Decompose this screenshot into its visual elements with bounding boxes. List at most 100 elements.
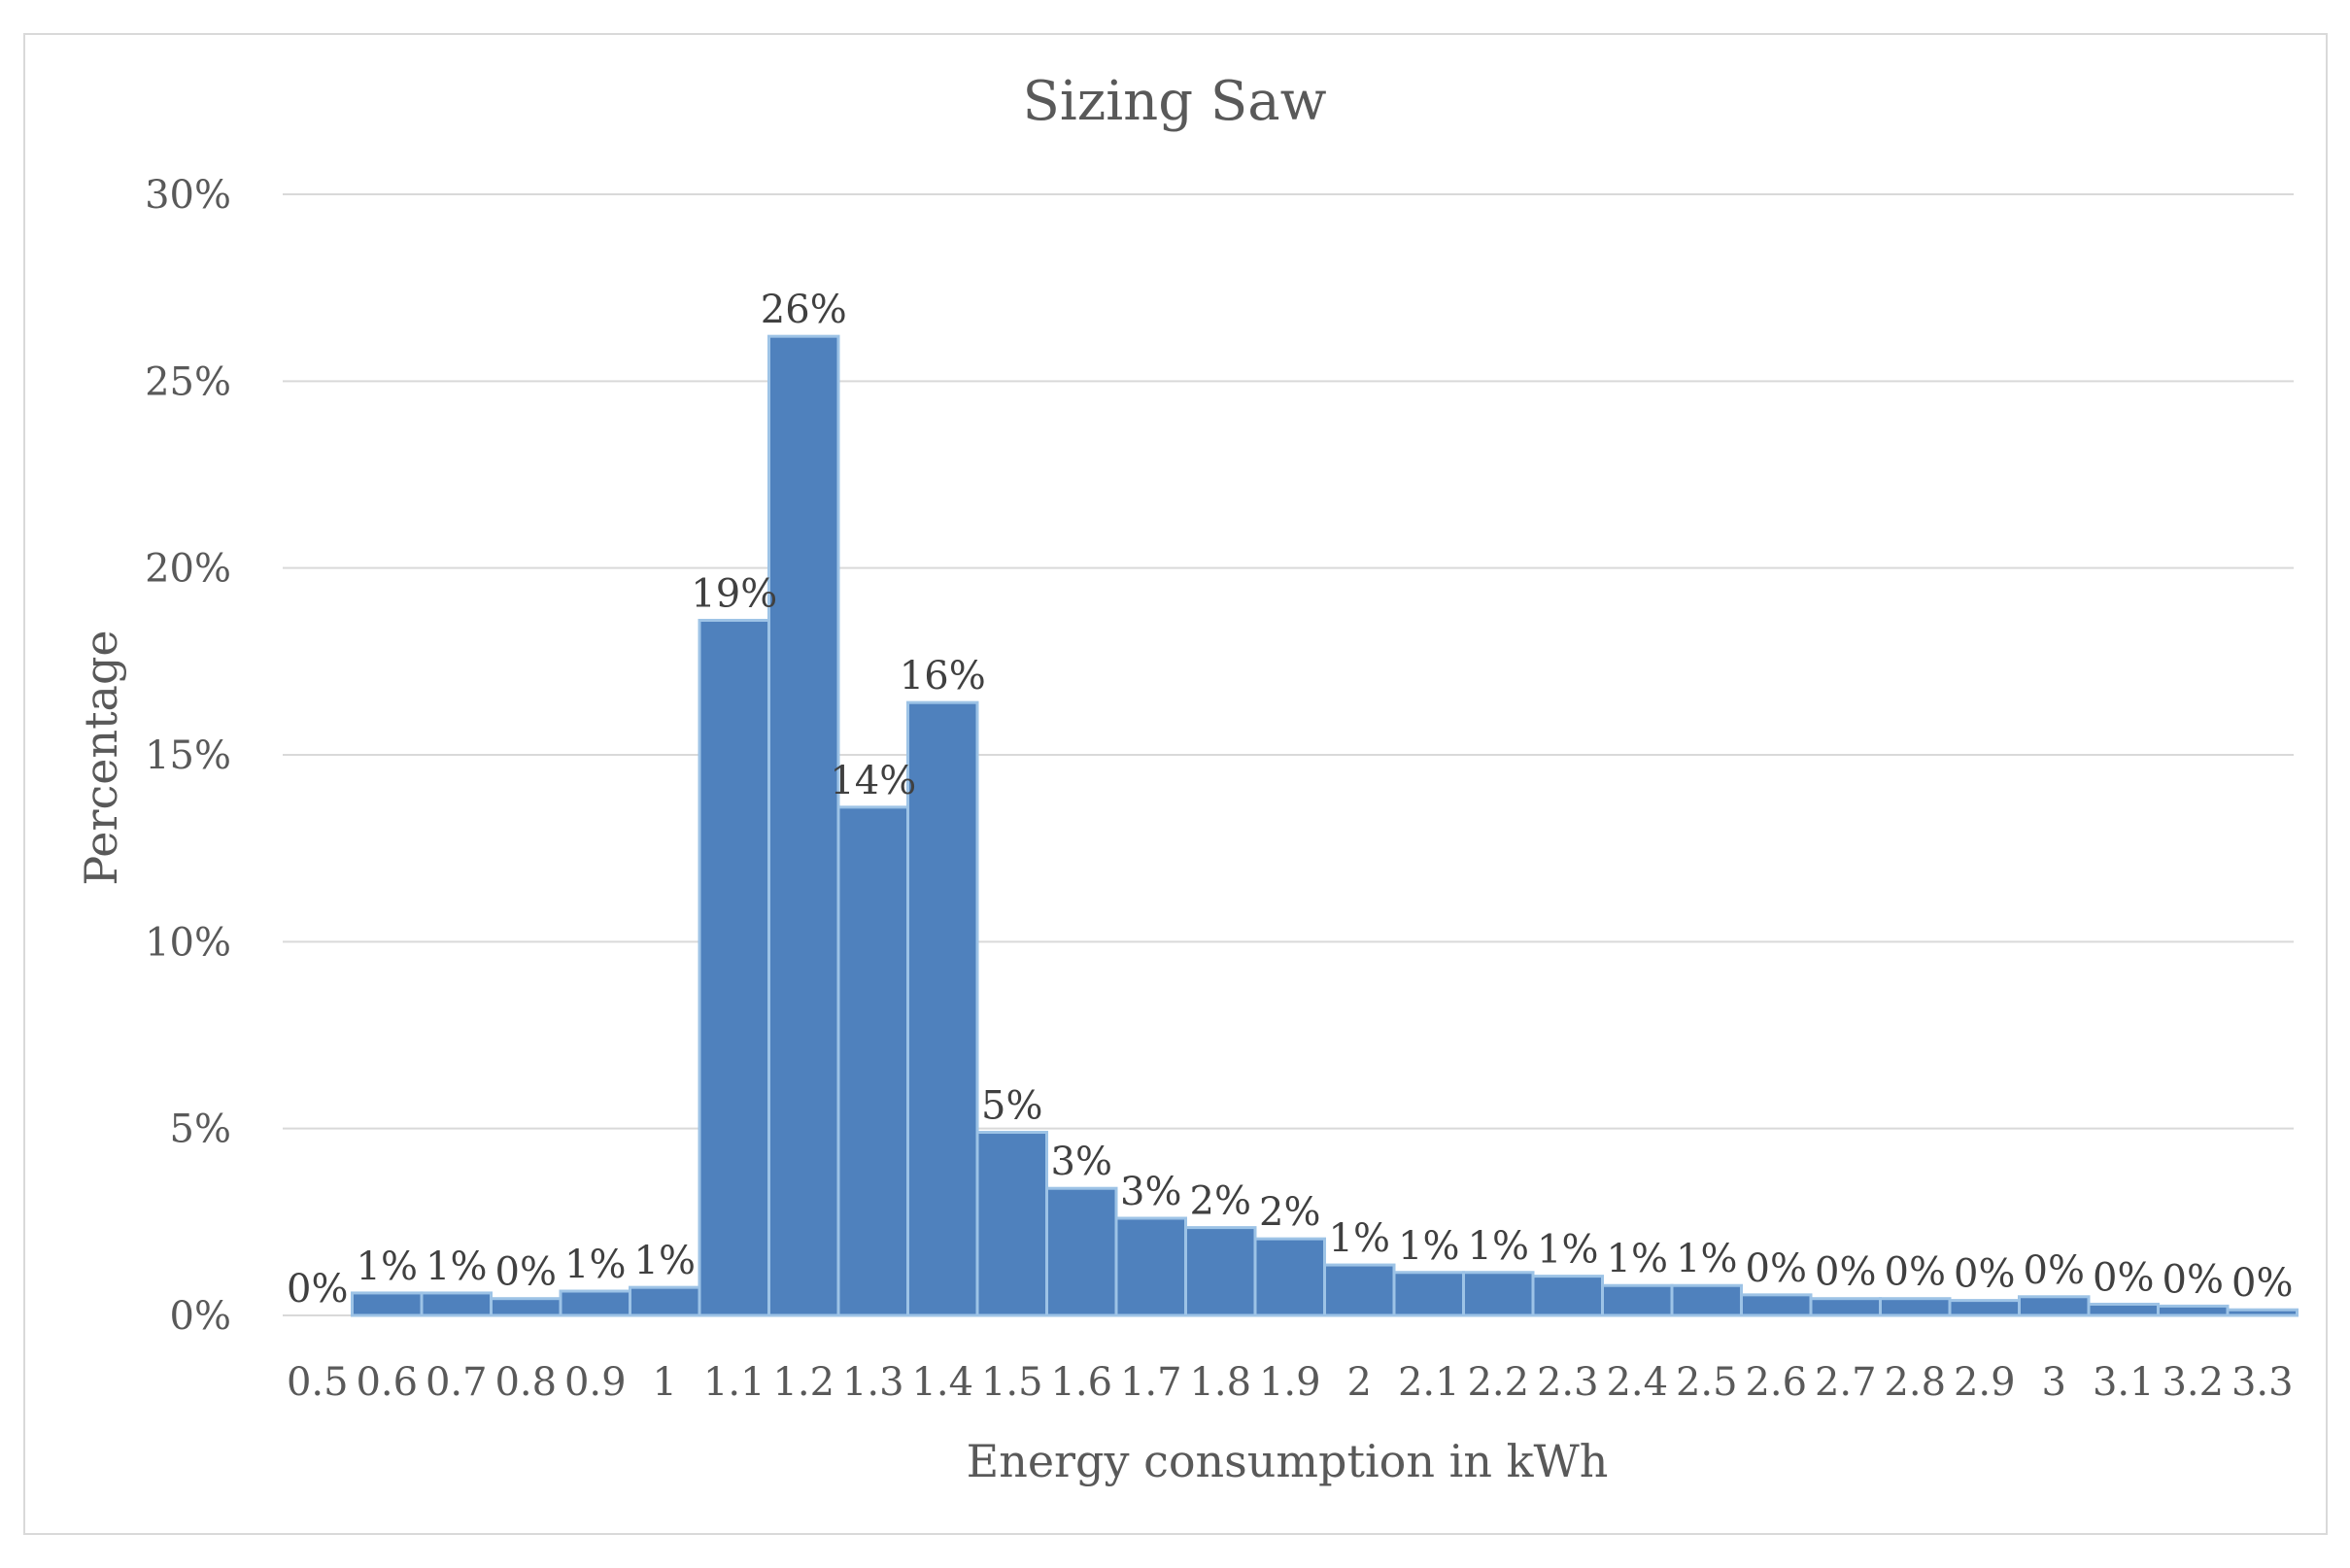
x-tick-label: 1.8 <box>1189 1360 1251 1405</box>
bar-data-label: 16% <box>900 654 986 699</box>
x-tick-label: 2 <box>1347 1360 1372 1405</box>
histogram-bar <box>1601 1283 1674 1317</box>
chart-title: Sizing Saw <box>1022 70 1326 133</box>
y-tick-label: 10% <box>145 920 231 965</box>
histogram-bar <box>906 700 979 1317</box>
bar-data-label: 19% <box>691 572 777 617</box>
bar-data-label: 1% <box>1329 1216 1390 1261</box>
x-tick-label: 1.9 <box>1259 1360 1321 1405</box>
histogram-bar <box>1045 1186 1118 1317</box>
gridlines <box>283 193 2294 1316</box>
x-tick-label: 2.1 <box>1398 1360 1460 1405</box>
histogram-bar <box>1809 1297 1882 1317</box>
x-tick-label: 0.5 <box>287 1360 349 1405</box>
histogram-bar <box>975 1131 1048 1317</box>
x-tick-label: 2.7 <box>1815 1360 1877 1405</box>
bar-data-label: 5% <box>981 1084 1042 1129</box>
histogram-bar <box>767 334 840 1317</box>
histogram-bar <box>2018 1295 2091 1317</box>
bar-data-label: 1% <box>1537 1228 1598 1273</box>
bars <box>351 334 2299 1317</box>
histogram-bar <box>836 805 909 1317</box>
bar-data-label: 0% <box>1815 1250 1876 1295</box>
histogram-bar <box>1323 1263 1396 1317</box>
x-tick-label: 1.4 <box>911 1360 973 1405</box>
histogram-bar <box>1253 1237 1326 1317</box>
x-tick-label: 0.7 <box>426 1360 488 1405</box>
histogram-bar <box>351 1291 424 1317</box>
x-tick-label: 2.9 <box>1954 1360 2016 1405</box>
histogram-bar <box>1531 1275 1604 1317</box>
x-tick-label: 2.3 <box>1537 1360 1599 1405</box>
x-tick-label: 3.2 <box>2162 1360 2224 1405</box>
y-axis-title: Percentage <box>75 630 127 885</box>
data-labels: 0%1% 1% 0% 1% 1%19%26%14%16%5%3%3% 2% 2%1% 1% 1%… <box>287 288 2293 1312</box>
histogram-bar <box>1114 1216 1187 1317</box>
histogram-bar <box>1462 1271 1535 1317</box>
x-tick-label: 1.5 <box>981 1360 1043 1405</box>
bar-data-label: 1% <box>1468 1224 1529 1269</box>
histogram-bar <box>1184 1226 1257 1317</box>
bar-data-label: 1% <box>634 1239 696 1283</box>
histogram-bar <box>1740 1293 1813 1317</box>
x-tick-label: 3.3 <box>2231 1360 2294 1405</box>
histogram-bar <box>1879 1297 1952 1317</box>
bar-data-label: 0% <box>2163 1257 2224 1302</box>
bar-data-label: 0% <box>1746 1246 1807 1291</box>
y-tick-label: 0% <box>170 1294 231 1339</box>
histogram-bar <box>1948 1299 2021 1317</box>
x-tick-labels: 0.5 0.6 0.7 0.8 0.9 1 1.1 1.2 1.3 1.4 1.5 1.6 1.7 1.8… <box>287 1360 2294 1405</box>
bar-data-label: 0% <box>2024 1248 2085 1293</box>
bar-data-label: 0% <box>2093 1255 2154 1300</box>
histogram-bar <box>420 1291 493 1317</box>
y-tick-label: 20% <box>145 547 231 592</box>
bar-data-label: 1% <box>1607 1237 1668 1281</box>
histogram-bar <box>2226 1308 2299 1317</box>
x-tick-label: 1.1 <box>703 1360 766 1405</box>
y-tick-label: 30% <box>145 173 231 218</box>
bar-data-label: 3% <box>1120 1170 1181 1214</box>
bar-data-label: 0% <box>495 1250 557 1295</box>
x-tick-label: 0.6 <box>356 1360 418 1405</box>
x-axis-title: Energy consumption in kWh <box>967 1435 1609 1487</box>
bar-data-label: 1% <box>1676 1237 1737 1281</box>
x-tick-label: 1.6 <box>1050 1360 1112 1405</box>
x-tick-label: 1.7 <box>1120 1360 1182 1405</box>
x-tick-label: 3 <box>2042 1360 2066 1405</box>
bar-data-label: 1% <box>1398 1224 1459 1269</box>
x-tick-label: 3.1 <box>2093 1360 2155 1405</box>
bar-data-label: 2% <box>1259 1190 1320 1235</box>
bar-data-label: 1% <box>564 1243 626 1287</box>
bar-data-label: 2% <box>1190 1179 1251 1224</box>
bar-data-label: 0% <box>2231 1261 2293 1306</box>
bar-data-label: 0% <box>1954 1252 2015 1297</box>
bar-data-label: 0% <box>1885 1250 1946 1295</box>
bar-data-label: 1% <box>357 1244 418 1289</box>
histogram-bar <box>1392 1271 1465 1317</box>
histogram-bar <box>559 1289 631 1317</box>
histogram-bar <box>1670 1283 1743 1317</box>
bar-data-label: 14% <box>830 759 916 803</box>
x-tick-label: 2.2 <box>1467 1360 1529 1405</box>
histogram-bar <box>629 1285 701 1317</box>
histogram-bar <box>2157 1304 2230 1317</box>
x-tick-label: 1.2 <box>772 1360 834 1405</box>
x-tick-label: 2.4 <box>1606 1360 1668 1405</box>
histogram-bar <box>2087 1302 2160 1317</box>
bar-data-label: 3% <box>1051 1140 1112 1184</box>
histogram-bar <box>698 619 770 1317</box>
x-tick-label: 2.8 <box>1884 1360 1946 1405</box>
y-tick-label: 5% <box>170 1108 231 1152</box>
x-tick-label: 1.3 <box>842 1360 904 1405</box>
bar-data-label: 0% <box>287 1267 348 1312</box>
x-tick-label: 2.5 <box>1676 1360 1738 1405</box>
x-tick-label: 1 <box>653 1360 677 1405</box>
bar-data-label: 26% <box>761 288 847 332</box>
y-tick-label: 15% <box>145 733 231 778</box>
histogram-bar <box>490 1297 562 1317</box>
x-tick-label: 2.6 <box>1745 1360 1807 1405</box>
y-tick-labels: 0% 5% 10% 15% 20% 25% 30% <box>145 173 231 1339</box>
x-tick-label: 0.8 <box>494 1360 557 1405</box>
y-tick-label: 25% <box>145 359 231 404</box>
